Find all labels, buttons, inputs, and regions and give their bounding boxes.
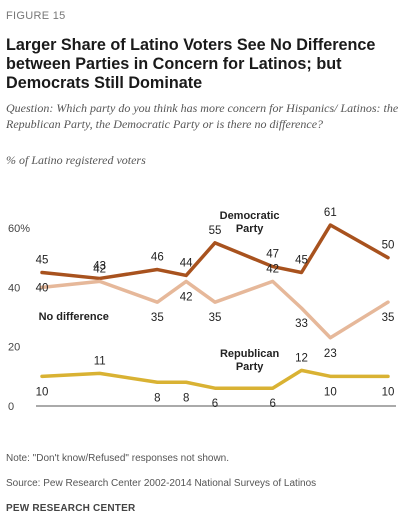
data-label: 8 [154,392,160,404]
series-label-democratic: Democratic [220,210,280,222]
series-label-democratic: Party [236,223,264,235]
series-line-republican [40,368,390,390]
data-label: 10 [36,386,49,398]
data-label: 23 [324,348,337,360]
data-label: 33 [295,318,308,330]
data-label: 45 [295,255,308,267]
data-label: 10 [324,386,337,398]
data-label: 35 [382,312,395,324]
data-label: 46 [151,252,164,264]
y-tick-label: 60% [8,223,30,235]
data-label: 35 [209,312,222,324]
chart-subtitle: % of Latino registered voters [6,153,146,167]
question-text: Question: Which party do you think has m… [6,101,399,131]
data-label: 40 [36,282,49,294]
data-label: 8 [183,392,189,404]
data-label: 10 [382,386,395,398]
data-label: 44 [180,257,193,269]
data-label: 42 [180,291,193,303]
data-label: 55 [209,225,222,237]
line-chart: 0204060%20022004200620082010201220144543… [8,207,396,413]
series-line-democratic [40,223,390,281]
figure-label: FIGURE 15 [6,10,66,22]
data-label: 6 [269,398,275,410]
series-label-republican: Republican [220,348,280,360]
series-label-republican: Party [236,361,264,373]
y-tick-label: 0 [8,401,14,413]
data-label: 43 [93,260,106,272]
data-label: 42 [93,263,106,275]
data-label: 11 [94,355,106,367]
y-tick-label: 20 [8,342,20,354]
data-label: 61 [324,207,337,219]
data-label: 47 [266,249,279,261]
chart-title: Larger Share of Latino Voters See No Dif… [6,36,376,92]
series-line-no-difference [40,279,390,340]
data-label: 42 [266,263,279,275]
chart-source: Source: Pew Research Center 2002-2014 Na… [6,478,317,489]
y-tick-label: 40 [8,282,20,294]
data-label: 6 [212,398,218,410]
data-label: 35 [151,312,164,324]
chart-note: Note: "Don't know/Refused" responses not… [6,453,230,464]
chart-credit: PEW RESEARCH CENTER [6,503,136,514]
series-label-no-difference: No difference [39,311,109,323]
data-label: 12 [295,352,308,364]
data-label: 45 [36,255,49,267]
data-label: 50 [382,240,395,252]
